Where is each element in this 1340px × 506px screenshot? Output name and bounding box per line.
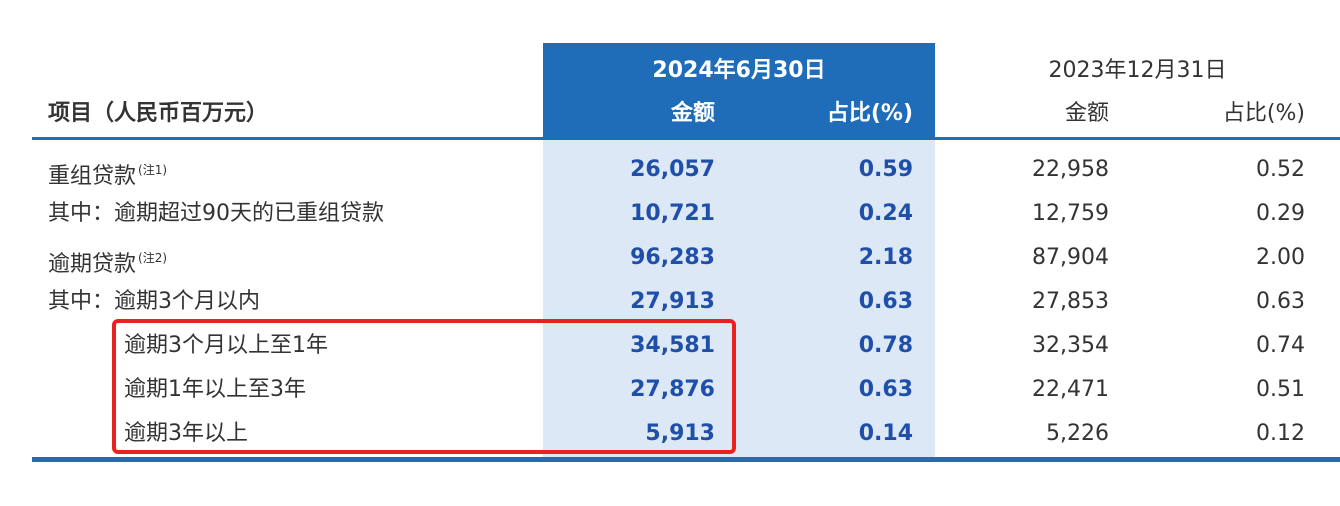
amount-current: 26,057	[630, 157, 715, 182]
amount-current: 10,721	[630, 201, 715, 226]
header-date-prior: 2023年12月31日	[1048, 58, 1227, 83]
amount-current: 27,876	[630, 377, 715, 402]
amount-prior: 27,853	[1032, 289, 1109, 314]
row-note: (注2)	[138, 251, 168, 265]
row-label: 逾期贷款 (注2)	[48, 251, 168, 277]
percent-prior: 0.52	[1256, 157, 1305, 182]
percent-current: 0.63	[858, 289, 913, 314]
row-label: 逾期1年以上至3年	[124, 377, 306, 402]
current-period-header-band	[543, 43, 935, 137]
amount-prior: 32,354	[1032, 333, 1109, 358]
header-date-current: 2024年6月30日	[652, 58, 826, 83]
percent-current: 0.63	[858, 377, 913, 402]
header-divider	[32, 137, 1340, 140]
header-item-label: 项目（人民币百万元）	[48, 101, 269, 126]
row-label: 其中：逾期3个月以内	[48, 289, 260, 314]
header-amount-prior: 金额	[1064, 101, 1109, 126]
percent-prior: 0.29	[1256, 201, 1305, 226]
amount-current: 5,913	[645, 421, 715, 446]
table-row: 其中：逾期3个月以内 27,913 0.63 27,853 0.63	[0, 280, 1340, 324]
percent-prior: 2.00	[1256, 245, 1305, 270]
header-percent-current: 占比(%)	[826, 101, 913, 126]
percent-current: 0.24	[858, 201, 913, 226]
percent-current: 2.18	[858, 245, 913, 270]
row-label: 逾期3年以上	[124, 421, 248, 446]
header-percent-prior: 占比(%)	[1222, 101, 1305, 126]
amount-prior: 5,226	[1046, 421, 1109, 446]
highlight-annotation-box	[112, 319, 736, 454]
percent-current: 0.59	[858, 157, 913, 182]
table-row: 逾期1年以上至3年 27,876 0.63 22,471 0.51	[0, 368, 1340, 412]
amount-prior: 22,471	[1032, 377, 1109, 402]
amount-prior: 22,958	[1032, 157, 1109, 182]
row-label: 逾期3个月以上至1年	[124, 333, 328, 358]
row-note: (注1)	[138, 163, 168, 177]
table-row: 逾期3年以上 5,913 0.14 5,226 0.12	[0, 412, 1340, 456]
row-label: 重组贷款 (注1)	[48, 163, 168, 189]
header-amount-current: 金额	[670, 101, 715, 126]
table-bottom-rule	[32, 457, 1340, 462]
table-row: 逾期3个月以上至1年 34,581 0.78 32,354 0.74	[0, 324, 1340, 368]
percent-current: 0.78	[858, 333, 913, 358]
amount-prior: 87,904	[1032, 245, 1109, 270]
table-row: 其中：逾期超过90天的已重组贷款 10,721 0.24 12,759 0.29	[0, 192, 1340, 236]
table-row: 逾期贷款 (注2) 96,283 2.18 87,904 2.00	[0, 236, 1340, 280]
amount-current: 96,283	[630, 245, 715, 270]
percent-prior: 0.12	[1256, 421, 1305, 446]
table-row: 重组贷款 (注1) 26,057 0.59 22,958 0.52	[0, 148, 1340, 192]
amount-current: 34,581	[630, 333, 715, 358]
row-label: 其中：逾期超过90天的已重组贷款	[48, 201, 384, 226]
percent-prior: 0.51	[1256, 377, 1305, 402]
amount-prior: 12,759	[1032, 201, 1109, 226]
percent-current: 0.14	[858, 421, 913, 446]
amount-current: 27,913	[630, 289, 715, 314]
current-period-column-band	[543, 137, 935, 462]
percent-prior: 0.63	[1256, 289, 1305, 314]
percent-prior: 0.74	[1256, 333, 1305, 358]
